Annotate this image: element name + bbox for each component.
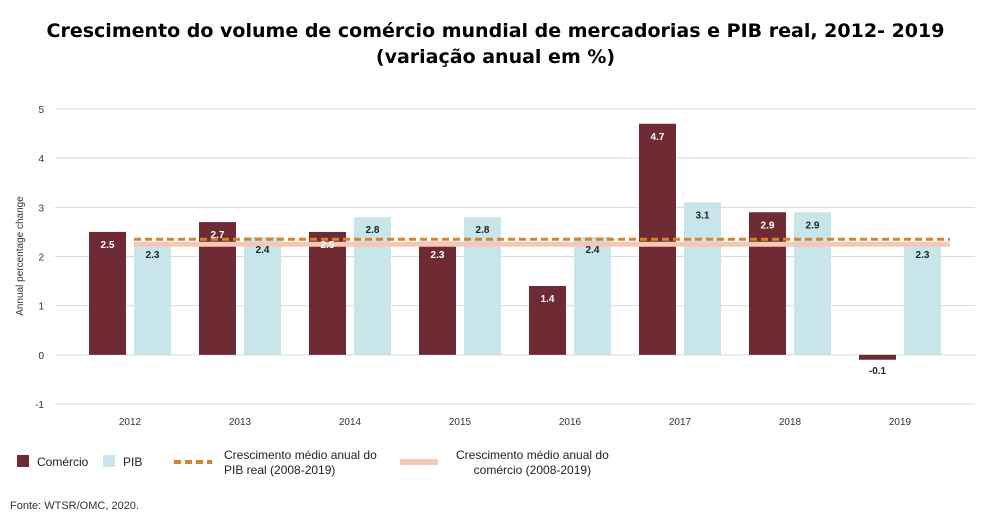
bar-value-label: 2.5	[321, 240, 335, 251]
x-tick-label: 2012	[119, 417, 142, 428]
bar-value-label: 2.3	[916, 250, 930, 261]
x-tick-label: 2016	[559, 417, 582, 428]
bar-comercio	[859, 354, 896, 360]
dashed-line-swatch	[174, 460, 212, 464]
legend-comercio: Comércio	[17, 455, 88, 470]
y-tick-label: 0	[38, 351, 44, 362]
pib-swatch	[103, 455, 115, 467]
legend-pib: PIB	[103, 455, 142, 470]
y-tick-label: 1	[38, 302, 44, 313]
x-tick-label: 2015	[449, 417, 472, 428]
y-tick-label: 5	[38, 105, 44, 116]
bar-comercio	[419, 241, 456, 355]
y-tick-label: 3	[38, 203, 44, 214]
y-tick-label: 2	[38, 253, 44, 264]
x-tick-label: 2019	[889, 417, 912, 428]
chart-title: Crescimento do volume de comércio mundia…	[0, 18, 991, 70]
bar-comercio	[749, 212, 786, 355]
legend-avg-pib-line2: PIB real (2008-2019)	[224, 463, 336, 477]
source-note: Fonte: WTSR/OMC, 2020.	[10, 500, 139, 512]
x-tick-label: 2018	[779, 417, 802, 428]
bar-pib	[684, 202, 721, 355]
bar-pib	[904, 241, 941, 355]
bar-value-label: 4.7	[651, 132, 665, 143]
bar-comercio	[309, 231, 346, 355]
bar-comercio	[529, 286, 566, 355]
legend-avg-comercio: Crescimento médio anual do comércio (200…	[400, 448, 609, 478]
y-axis-label: Annual percentage change	[15, 196, 26, 316]
legend-avg-comercio-line2: comércio (2008-2019)	[473, 463, 592, 477]
x-tick-label: 2014	[339, 417, 362, 428]
bar-value-label: 2.5	[101, 240, 115, 251]
bar-value-label: -0.1	[869, 366, 887, 377]
legend-avg-pib-line1: Crescimento médio anual do	[224, 448, 377, 462]
bar-value-label: 2.4	[586, 245, 600, 256]
bar-pib	[574, 236, 611, 355]
comercio-swatch	[17, 455, 29, 467]
bar-pib	[794, 212, 831, 355]
x-tick-label: 2017	[669, 417, 692, 428]
bar-value-label: 2.9	[806, 220, 820, 231]
y-tick-label: 4	[38, 154, 44, 165]
title-line-1: Crescimento do volume de comércio mundia…	[46, 20, 945, 42]
bar-chart: -1 0 1 2 3 4 5 2.5 2.3 2012 2.7 2.4 2013 2.5 2.8 2014 2…	[15, 105, 975, 428]
bar-value-label: 1.4	[541, 294, 555, 305]
y-tick-label: -1	[35, 400, 44, 411]
legend-pib-label: PIB	[123, 455, 143, 469]
legend-avg-pib: Crescimento médio anual do PIB real (200…	[174, 448, 377, 478]
solid-line-swatch	[400, 459, 438, 465]
bar-pib	[244, 236, 281, 355]
legend-comercio-label: Comércio	[37, 455, 89, 469]
bar-value-label: 2.8	[366, 225, 380, 236]
x-tick-label: 2013	[229, 417, 252, 428]
legend-avg-comercio-line1: Crescimento médio anual do	[456, 448, 609, 462]
bar-value-label: 3.1	[696, 210, 710, 221]
bar-value-label: 2.9	[761, 220, 775, 231]
title-line-2: (variação anual em %)	[375, 46, 616, 68]
bar-value-label: 2.3	[146, 250, 160, 261]
bar-value-label: 2.3	[431, 250, 445, 261]
bar-value-label: 2.8	[476, 225, 490, 236]
bar-value-label: 2.4	[256, 245, 270, 256]
bar-pib	[134, 241, 171, 355]
bar-value-label: 2.7	[211, 230, 225, 241]
bar-comercio	[89, 231, 126, 355]
